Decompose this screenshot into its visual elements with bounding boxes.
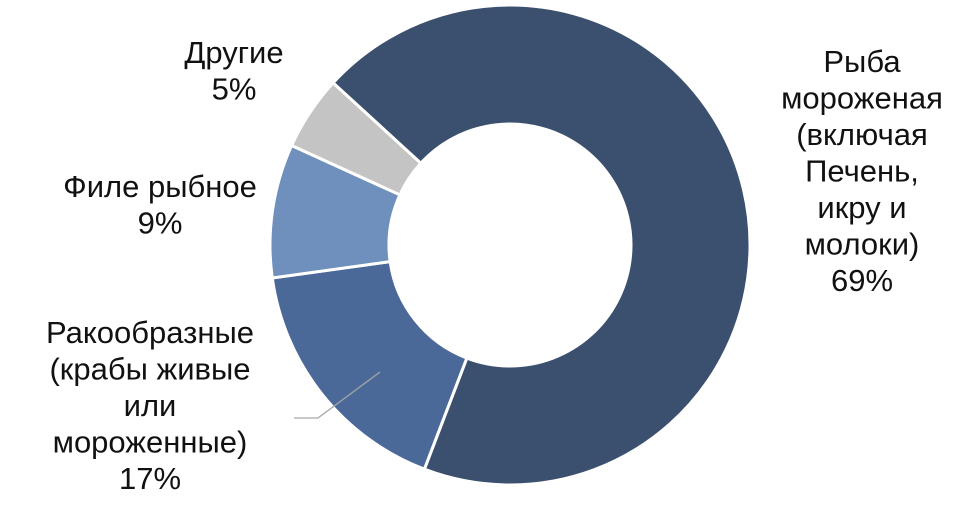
slice-label-line: икру и	[817, 190, 906, 225]
slice-label-line: (включая	[796, 117, 928, 152]
slices-group	[268, 3, 752, 487]
slice-label-line: Филе рыбное	[63, 169, 257, 204]
slice-label-line: Рыба	[823, 44, 901, 79]
slice-percent-label: 5%	[212, 72, 257, 107]
slice-label-line: молоки)	[805, 227, 920, 262]
slice-label-line: (крабы живые	[49, 352, 250, 387]
slice-3	[289, 80, 423, 197]
slice-label-2: Филе рыбное 9%	[63, 169, 257, 241]
labels-group: Рыба мороженая (включая Печень, икру и молоки…	[46, 35, 943, 496]
slice-percent-label: 17%	[119, 461, 181, 496]
slice-1	[270, 259, 469, 472]
slice-percent-label: 69%	[831, 263, 893, 298]
leader-line	[294, 371, 381, 419]
slice-0	[330, 3, 752, 487]
slice-label-1: Ракообразные (крабы живые или мороженные) 17…	[46, 315, 254, 496]
slice-label-line: или	[124, 388, 177, 423]
slice-label-line: Другие	[184, 35, 283, 70]
slice-label-line: Печень,	[805, 154, 919, 189]
slice-label-0: Рыба мороженая (включая Печень, икру и молоки…	[781, 44, 943, 298]
slice-label-line: мороженая	[781, 81, 943, 116]
slice-label-line: мороженные)	[53, 425, 248, 460]
slice-label-line: Ракообразные	[46, 315, 254, 350]
slice-label-3: Другие 5%	[184, 35, 283, 107]
slice-percent-label: 9%	[138, 206, 183, 241]
leader-lines-group	[294, 371, 381, 419]
